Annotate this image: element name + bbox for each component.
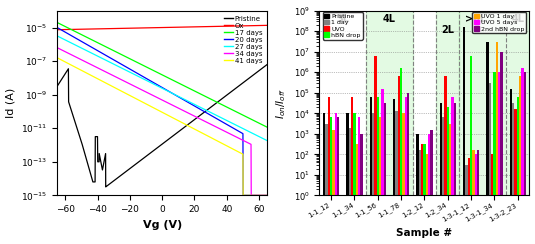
Bar xyxy=(440,103,442,244)
Bar xyxy=(325,123,327,244)
Bar xyxy=(393,99,395,244)
Bar xyxy=(370,97,372,244)
Bar xyxy=(444,76,447,244)
Bar xyxy=(358,117,360,244)
Bar xyxy=(404,97,407,244)
Text: >6L: >6L xyxy=(465,14,486,24)
Bar xyxy=(510,89,512,244)
Bar xyxy=(360,134,363,244)
Bar xyxy=(356,144,358,244)
Bar xyxy=(468,158,470,244)
Bar xyxy=(416,134,418,244)
Bar xyxy=(524,72,526,244)
Bar xyxy=(495,41,498,244)
Bar xyxy=(475,154,477,244)
Text: 4L: 4L xyxy=(511,14,524,24)
Legend: UVO 1 day, UVO 5 days, 2nd hBN drop: UVO 1 day, UVO 5 days, 2nd hBN drop xyxy=(472,12,526,33)
Bar xyxy=(477,150,479,244)
X-axis label: Sample #: Sample # xyxy=(396,228,453,238)
Legend: Pristine, Ox, 17 days, 20 days, 27 days, 34 days, 41 days: Pristine, Ox, 17 days, 20 days, 27 days,… xyxy=(223,14,264,65)
Bar xyxy=(447,107,449,244)
Text: 3L: 3L xyxy=(336,14,349,24)
Bar xyxy=(463,27,465,244)
Bar xyxy=(498,72,500,244)
Bar xyxy=(351,97,353,244)
Bar xyxy=(395,111,398,244)
Bar xyxy=(465,165,468,244)
Bar xyxy=(436,11,460,195)
Bar xyxy=(449,123,451,244)
Text: 2L: 2L xyxy=(441,25,454,35)
Bar xyxy=(379,117,381,244)
Bar xyxy=(425,154,428,244)
Bar xyxy=(488,82,491,244)
Bar xyxy=(500,52,502,244)
Bar xyxy=(486,41,488,244)
Bar xyxy=(402,113,404,244)
Bar xyxy=(418,150,421,244)
Bar xyxy=(517,97,519,244)
Bar xyxy=(353,113,356,244)
Bar xyxy=(327,97,330,244)
Bar xyxy=(372,113,374,244)
Bar xyxy=(323,113,325,244)
Bar xyxy=(451,97,454,244)
Bar xyxy=(454,103,456,244)
Bar xyxy=(423,144,425,244)
Bar xyxy=(428,134,430,244)
Bar xyxy=(349,128,351,244)
Bar xyxy=(514,109,517,244)
Bar xyxy=(460,11,530,195)
Bar xyxy=(374,56,377,244)
Bar xyxy=(521,68,524,244)
Bar xyxy=(470,56,472,244)
Bar xyxy=(337,117,339,244)
Bar xyxy=(330,117,332,244)
Bar xyxy=(491,154,493,244)
Bar xyxy=(442,117,444,244)
Y-axis label: $\mathit{I}_{on}/\mathit{I}_{off}$: $\mathit{I}_{on}/\mathit{I}_{off}$ xyxy=(274,87,288,119)
Text: 4L: 4L xyxy=(383,14,396,24)
Bar xyxy=(400,68,402,244)
Bar xyxy=(407,93,409,244)
Bar xyxy=(381,89,384,244)
Bar xyxy=(493,72,495,244)
Bar xyxy=(519,76,521,244)
Bar xyxy=(398,76,400,244)
Y-axis label: Id (A): Id (A) xyxy=(5,88,16,118)
X-axis label: Vg (V): Vg (V) xyxy=(142,220,182,230)
Bar xyxy=(430,130,433,244)
Bar xyxy=(472,150,475,244)
Bar xyxy=(512,103,514,244)
Bar xyxy=(366,11,412,195)
Bar xyxy=(334,113,337,244)
Bar xyxy=(346,113,349,244)
Bar xyxy=(384,103,386,244)
Bar xyxy=(377,97,379,244)
Bar xyxy=(332,130,334,244)
Bar xyxy=(421,144,423,244)
